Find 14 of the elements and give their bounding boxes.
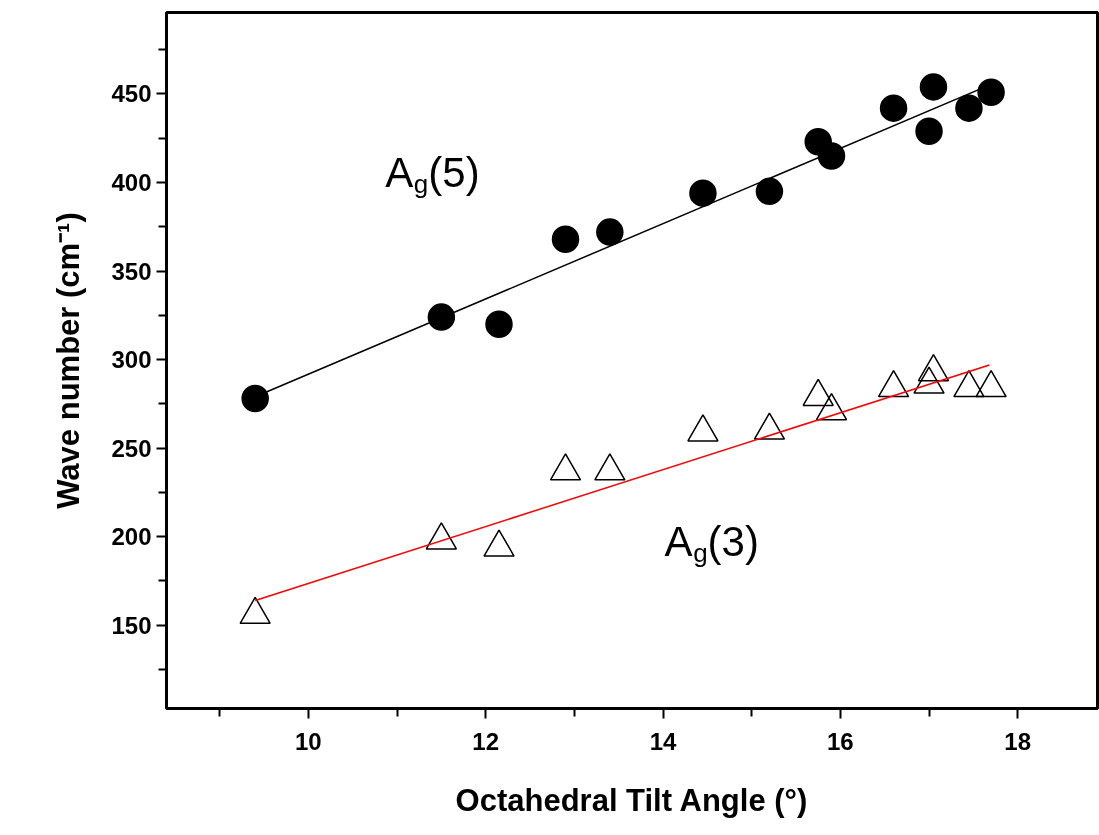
y-tick-label: 300 [111, 346, 152, 374]
x-tick-label: 18 [1004, 727, 1032, 755]
y-tick-label: 450 [111, 80, 152, 108]
x-tick-label: 16 [827, 727, 854, 755]
y-tick-label: 200 [111, 523, 152, 551]
y-axis-title: Wave number (cm⁻¹) [51, 212, 87, 509]
x-tick-label: 12 [472, 727, 500, 755]
x-axis-title: Octahedral Tilt Angle (°) [455, 782, 808, 818]
y-tick-label: 400 [111, 169, 152, 197]
x-tick-label: 10 [295, 727, 322, 755]
y-tick-label: 350 [111, 257, 152, 285]
y-tick-label: 250 [111, 434, 152, 462]
y-tick-label: 150 [111, 611, 152, 639]
x-tick-label: 14 [649, 727, 678, 755]
